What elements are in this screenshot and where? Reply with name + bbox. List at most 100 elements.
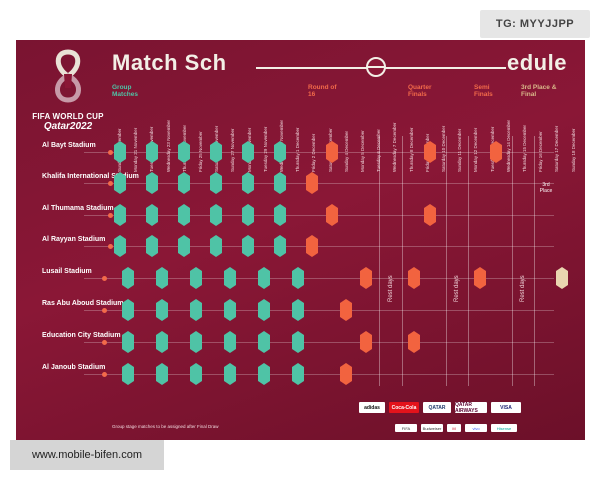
match-hex [122, 299, 134, 321]
match-hex [258, 267, 270, 289]
date-column: Monday 28 November [247, 106, 255, 174]
knockout-match-hex [326, 141, 338, 163]
stadium-row-line [84, 342, 554, 343]
match-hex [114, 204, 126, 226]
date-label: Monday 21 November [133, 127, 139, 172]
match-hex [114, 141, 126, 163]
knockout-match-hex [408, 331, 420, 353]
match-hex [146, 172, 158, 194]
rest-days-label: Rest days [454, 275, 460, 302]
date-column: Tuesday 22 November [149, 106, 157, 174]
match-hex [210, 141, 222, 163]
match-hex [122, 267, 134, 289]
knockout-match-hex [490, 141, 502, 163]
knockout-match-hex [360, 331, 372, 353]
date-column: Monday 12 December [473, 106, 481, 174]
sponsor-logo: VISA [491, 402, 521, 413]
date-column: Saturday 10 December [441, 106, 449, 174]
date-column: Tuesday 6 December [376, 106, 384, 174]
date-label: Saturday 17 December [554, 125, 560, 172]
date-column: Wednesday 30 November [279, 106, 287, 174]
telegram-tag: TG: MYYJJPP [480, 10, 590, 38]
fifa-logo: FIFA WORLD CUP Qatar2022 [22, 48, 114, 150]
third-place-label: 3rd Place [539, 182, 553, 194]
stage-group-label: Group Matches [112, 84, 139, 98]
match-hex [258, 331, 270, 353]
date-column: Thursday 15 December [522, 106, 530, 174]
date-label: Thursday 1 December [295, 127, 301, 172]
match-hex [292, 363, 304, 385]
stadium-label: Lusail Stadium [42, 268, 92, 275]
sponsor-logo: QATAR [423, 402, 451, 413]
date-column: Friday 16 December [538, 106, 546, 174]
match-hex [292, 331, 304, 353]
match-hex [210, 172, 222, 194]
match-hex [224, 267, 236, 289]
match-hex [190, 363, 202, 385]
date-column: Sunday 27 November [230, 106, 238, 174]
sponsor-logo: adidas [359, 402, 385, 413]
knockout-match-hex [340, 363, 352, 385]
rest-days-label: Rest days [388, 275, 394, 302]
date-column: Thursday 8 December [409, 106, 417, 174]
date-column: Friday 2 December [311, 106, 319, 174]
stadium-row-line [84, 183, 554, 184]
match-hex [242, 172, 254, 194]
column-divider [468, 136, 469, 386]
match-hex [242, 141, 254, 163]
date-column: Sunday 20 November [117, 106, 125, 174]
date-label: Wednesday 7 December [392, 122, 398, 172]
row-marker-icon [102, 276, 107, 281]
match-hex [156, 363, 168, 385]
match-hex [146, 141, 158, 163]
stadium-label: Al Janoub Stadium [42, 364, 106, 371]
match-schedule-poster: FIFA WORLD CUP Qatar2022 Match Sch edule… [16, 40, 585, 440]
knockout-match-hex [474, 267, 486, 289]
stadium-label: Al Rayyan Stadium [42, 236, 106, 243]
stadium-label: Al Thumama Stadium [42, 205, 114, 212]
match-hex [178, 235, 190, 257]
date-column: Sunday 18 December [571, 106, 579, 174]
match-hex [274, 172, 286, 194]
column-divider [402, 136, 403, 386]
match-hex [258, 363, 270, 385]
match-hex [122, 331, 134, 353]
knockout-match-hex [424, 141, 436, 163]
date-column: Sunday 4 December [344, 106, 352, 174]
date-label: Thursday 15 December [522, 124, 527, 172]
match-hex [274, 141, 286, 163]
stage-final-label: 3rd Place & Final [521, 84, 557, 98]
stadium-row-line [84, 310, 554, 311]
sponsor-logo: QATAR AIRWAYS [455, 402, 487, 414]
knockout-match-hex [408, 267, 420, 289]
match-hex [242, 204, 254, 226]
match-hex [292, 267, 304, 289]
match-hex [190, 267, 202, 289]
match-hex [292, 299, 304, 321]
date-column: Friday 25 November [198, 106, 206, 174]
match-hex [146, 204, 158, 226]
knockout-match-hex [340, 299, 352, 321]
date-column: Wednesday 23 November [166, 106, 174, 174]
date-label: Sunday 18 December [570, 128, 576, 172]
date-column: Monday 5 December [360, 106, 368, 174]
sponsor-logo: FIFA [395, 424, 417, 432]
logo-subtext: Qatar2022 [43, 121, 93, 132]
match-hex [156, 267, 168, 289]
match-hex [224, 299, 236, 321]
row-marker-icon [108, 150, 113, 155]
date-column: Saturday 17 December [554, 106, 562, 174]
date-label: Thursday 8 December [408, 127, 414, 172]
match-hex [210, 235, 222, 257]
page-title: Match Sch edule [112, 50, 566, 76]
date-column: Saturday 26 November [214, 106, 222, 174]
row-marker-icon [102, 340, 107, 345]
stadium-label: Education City Stadium [42, 332, 121, 339]
column-divider [446, 136, 447, 386]
row-marker-icon [108, 181, 113, 186]
match-hex [274, 204, 286, 226]
sponsor-logo: M [447, 424, 461, 432]
match-hex [224, 363, 236, 385]
watermark: www.mobile-bifen.com [10, 440, 164, 470]
match-hex [178, 141, 190, 163]
